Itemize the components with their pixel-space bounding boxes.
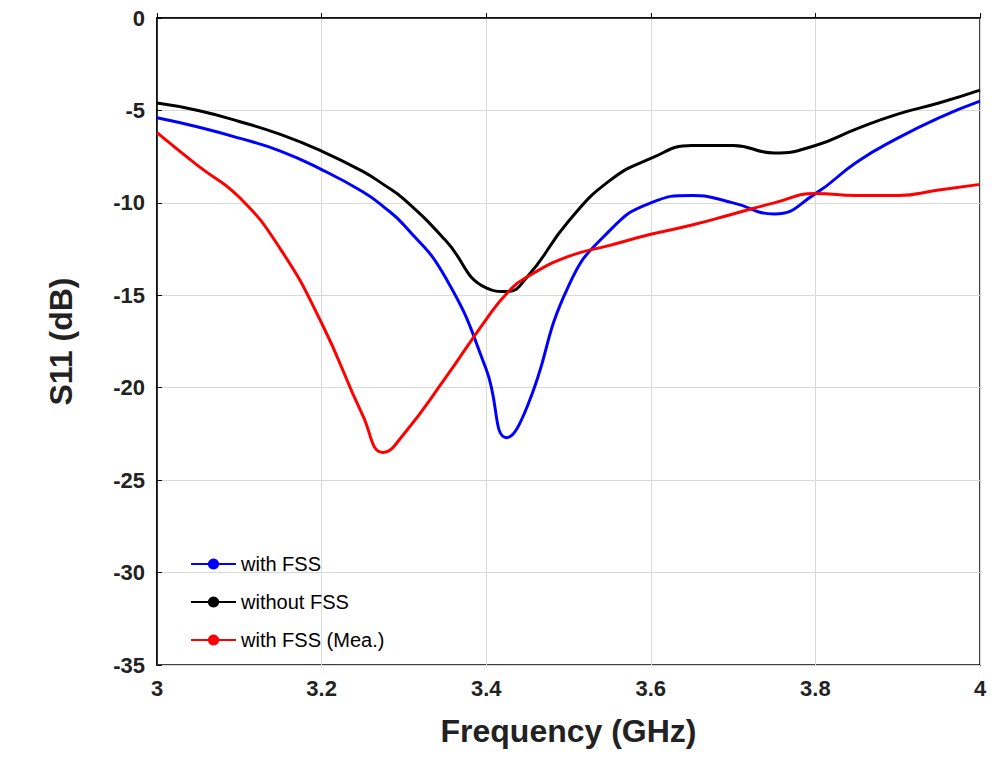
svg-text:Frequency (GHz): Frequency (GHz) — [440, 713, 696, 749]
svg-text:-25: -25 — [113, 468, 145, 493]
svg-text:with FSS: with FSS — [240, 553, 321, 575]
svg-text:-15: -15 — [113, 283, 145, 308]
svg-text:with FSS (Mea.): with FSS (Mea.) — [240, 629, 384, 651]
svg-text:3.2: 3.2 — [306, 676, 337, 701]
svg-text:-10: -10 — [113, 190, 145, 215]
svg-text:3.4: 3.4 — [471, 676, 502, 701]
svg-text:3.8: 3.8 — [800, 676, 831, 701]
svg-text:-35: -35 — [113, 653, 145, 678]
svg-text:without FSS: without FSS — [240, 591, 349, 613]
svg-text:4: 4 — [974, 676, 987, 701]
svg-text:-20: -20 — [113, 375, 145, 400]
svg-text:-5: -5 — [125, 98, 145, 123]
svg-text:-30: -30 — [113, 560, 145, 585]
svg-text:3.6: 3.6 — [636, 676, 667, 701]
svg-text:3: 3 — [151, 676, 163, 701]
svg-text:S11 (dB): S11 (dB) — [43, 277, 79, 405]
svg-text:0: 0 — [133, 6, 145, 31]
